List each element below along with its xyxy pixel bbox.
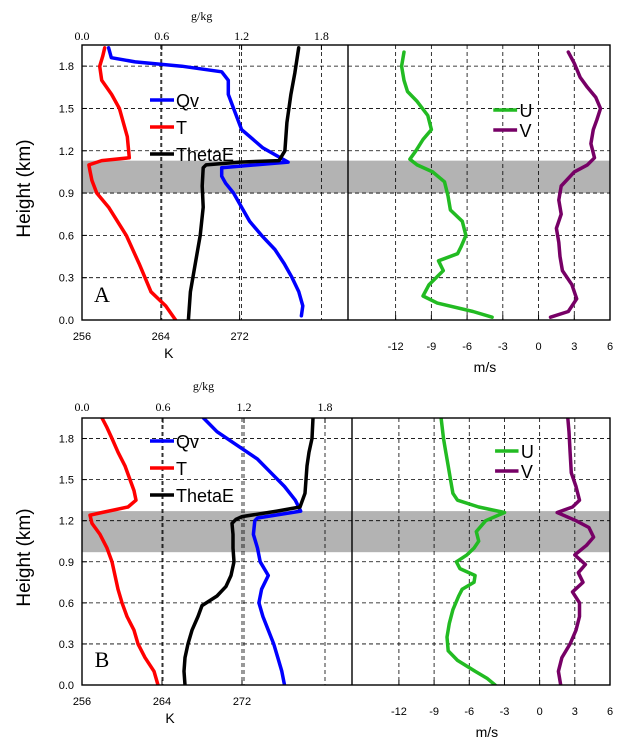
x-top-tick-label: 0.6 — [154, 29, 169, 43]
y-tick-label: 0.3 — [59, 273, 74, 285]
x-top-tick-label: 1.8 — [318, 400, 333, 414]
x-axis-title-k: K — [164, 345, 174, 361]
y-tick-label: 0.6 — [59, 598, 74, 610]
series-line-t — [87, 46, 178, 320]
x-top-tick-label: 0.0 — [75, 29, 90, 43]
x-tick-label-right: 0 — [537, 706, 543, 718]
x-tick-label-right: 3 — [572, 706, 578, 718]
right-plot-lines — [439, 418, 596, 685]
x-top-tick-label: 0.6 — [156, 400, 171, 414]
legend-label: T — [176, 118, 187, 138]
x-axis-title-ms: m/s — [476, 724, 499, 740]
x-axis-title-ms: m/s — [474, 359, 497, 375]
x-top-tick-label: 1.2 — [237, 400, 252, 414]
y-tick-label: 0.3 — [59, 639, 74, 651]
y-tick-label: 0.9 — [59, 557, 74, 569]
x-tick-label: 272 — [233, 696, 251, 708]
x-tick-label-right: 6 — [607, 706, 613, 718]
x-tick-label: 264 — [152, 331, 170, 343]
shaded-layer-band — [82, 160, 610, 194]
left-plot-lines — [88, 418, 315, 685]
tick-marks — [81, 418, 611, 686]
legend-label: U — [521, 442, 534, 462]
series-line-u — [399, 50, 494, 319]
y-tick-label: 0.0 — [59, 680, 74, 692]
x-tick-label-right: -6 — [464, 706, 474, 718]
shaded-layer-band — [82, 511, 610, 553]
x-top-axis-title: g/kg — [193, 379, 214, 393]
series-line-thetae — [186, 46, 301, 320]
left-plot-lines — [87, 46, 305, 320]
panel-label: A — [94, 282, 110, 307]
series-line-u — [439, 418, 507, 685]
x-tick-label-right: -3 — [500, 706, 510, 718]
y-tick-label: 1.5 — [59, 103, 74, 115]
y-tick-label: 1.2 — [59, 146, 74, 158]
y-tick-label: 1.8 — [59, 61, 74, 73]
series-line-v — [555, 418, 596, 685]
y-tick-label: 1.5 — [59, 475, 74, 487]
x-tick-label-right: 0 — [535, 341, 541, 353]
x-tick-label-right: 6 — [607, 341, 613, 353]
x-tick-label-right: -9 — [429, 706, 439, 718]
y-tick-label: 0.6 — [59, 230, 74, 242]
x-axis-title-k: K — [165, 710, 175, 726]
legend-label: T — [176, 459, 187, 479]
y-tick-label: 0.9 — [59, 188, 74, 200]
y-tick-label: 1.8 — [59, 434, 74, 446]
x-tick-label-right: -12 — [391, 706, 407, 718]
x-tick-label: 272 — [230, 331, 248, 343]
y-tick-label: 0.0 — [59, 315, 74, 327]
series-line-qv — [201, 418, 303, 685]
x-tick-label: 256 — [73, 331, 91, 343]
series-line-v — [548, 50, 603, 319]
x-tick-label: 256 — [73, 696, 91, 708]
y-axis-title: Height (km) — [14, 508, 35, 606]
x-tick-label-right: 3 — [571, 341, 577, 353]
plot-frame — [81, 44, 611, 321]
legend-label: ThetaE — [176, 486, 234, 506]
legend-label: Qv — [176, 91, 199, 111]
panel-A: 0.0 0.3 0.6 0.9 1.2 1.5 1.8 Height (km) 256 264 27… — [14, 9, 613, 375]
x-tick-label-right: -3 — [498, 341, 508, 353]
series-line-thetae — [182, 418, 315, 685]
tick-marks — [81, 45, 611, 321]
y-tick-label: 1.2 — [59, 516, 74, 528]
right-plot-lines — [399, 50, 603, 319]
x-top-axis-title: g/kg — [191, 9, 212, 23]
x-tick-label-right: -6 — [462, 341, 472, 353]
legend-label: ThetaE — [176, 145, 234, 165]
x-tick-label: 264 — [153, 696, 171, 708]
series-line-qv — [106, 46, 305, 318]
panel-B: 0.0 0.3 0.6 0.9 1.2 1.5 1.8 Height (km) 256 264 27… — [14, 379, 613, 740]
legend-label: V — [519, 121, 531, 141]
legend-label: V — [521, 462, 533, 482]
legend-label: Qv — [176, 432, 199, 452]
plot-frame — [81, 417, 611, 686]
x-top-tick-label: 1.2 — [234, 29, 249, 43]
x-top-tick-label: 1.8 — [314, 29, 329, 43]
panel-label: B — [95, 647, 110, 672]
legend-label: U — [519, 101, 532, 121]
y-axis-title: Height (km) — [14, 139, 35, 237]
x-top-tick-label: 0.0 — [75, 400, 90, 414]
x-tick-label-right: -12 — [388, 341, 404, 353]
x-tick-label-right: -9 — [426, 341, 436, 353]
series-line-t — [88, 418, 160, 685]
